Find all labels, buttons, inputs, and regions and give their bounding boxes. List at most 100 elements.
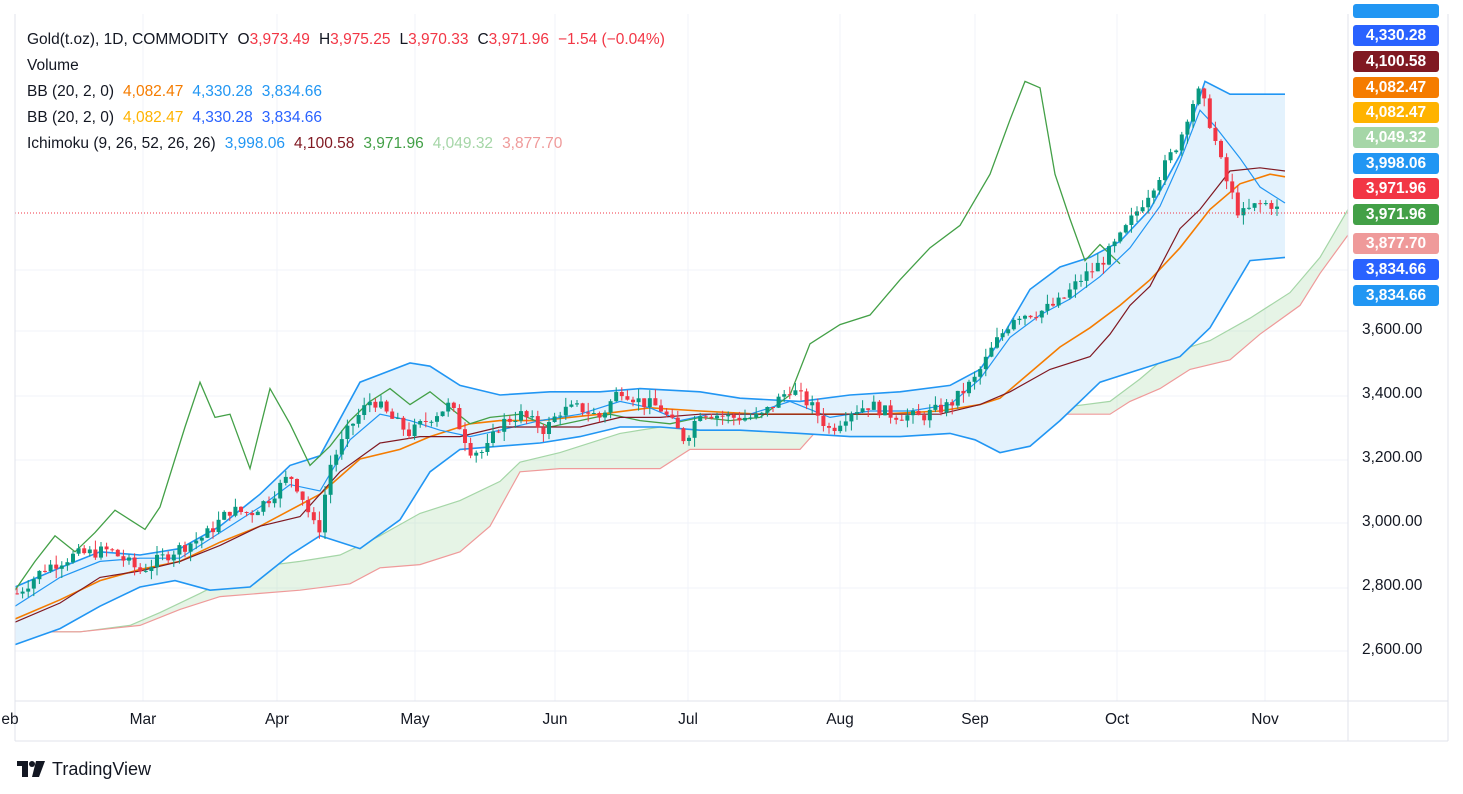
candle-up xyxy=(883,405,887,416)
candle-up xyxy=(1151,190,1156,198)
candle-up xyxy=(871,401,876,410)
candle-up xyxy=(1107,246,1111,265)
candle-up xyxy=(978,369,983,377)
candle-up xyxy=(1191,104,1195,122)
kijun-line xyxy=(14,167,1286,623)
candle-down xyxy=(267,501,271,504)
candle-down xyxy=(1213,127,1218,141)
open-value: 3,973.49 xyxy=(249,31,310,48)
candle-up xyxy=(171,554,176,561)
candle-down xyxy=(664,411,669,415)
candle-up xyxy=(1045,303,1050,311)
bb-lower-line xyxy=(14,256,1286,646)
candle-up xyxy=(446,402,451,412)
candle-up xyxy=(351,423,355,426)
candle-up xyxy=(222,511,227,520)
candle-down xyxy=(1219,140,1223,158)
candle-up xyxy=(1179,134,1184,151)
candle-down xyxy=(1034,317,1039,319)
candle-up xyxy=(614,392,619,402)
candle-down xyxy=(619,392,624,397)
candle-up xyxy=(412,424,417,436)
candle-up xyxy=(334,454,339,465)
candle-up xyxy=(905,415,910,421)
candle-up xyxy=(1196,88,1201,105)
time-axis-label: Mar xyxy=(129,711,157,728)
bb-basis-line xyxy=(14,173,1286,620)
candle-up xyxy=(160,554,165,556)
candle-up xyxy=(967,381,971,394)
candle-up xyxy=(636,398,641,403)
candle-down xyxy=(670,414,675,418)
candle-up xyxy=(911,410,915,416)
symbol-row[interactable]: Gold(t.oz), 1D, COMMODITY O3,973.49 H3,975… xyxy=(27,27,665,53)
candlesticks xyxy=(15,86,1279,599)
candle-up xyxy=(715,415,719,419)
price-badge: 3,834.66 xyxy=(1353,259,1439,280)
candle-up xyxy=(339,439,344,455)
candle-down xyxy=(457,408,462,430)
ichimoku-row[interactable]: Ichimoku (9, 26, 52, 26, 26) 3,998.06 4,10… xyxy=(27,131,665,157)
candle-down xyxy=(675,417,680,429)
candle-down xyxy=(737,417,742,421)
candle-down xyxy=(541,427,546,434)
candle-up xyxy=(591,413,596,414)
candle-down xyxy=(1202,88,1207,99)
candle-up xyxy=(765,407,770,413)
candle-up xyxy=(855,412,859,414)
candle-down xyxy=(54,564,59,569)
candle-down xyxy=(250,513,255,516)
candle-up xyxy=(692,421,697,438)
candle-up xyxy=(995,337,999,348)
candle-up xyxy=(71,553,75,563)
candle-down xyxy=(922,415,927,421)
candle-down xyxy=(681,428,686,442)
time-axis-label: Oct xyxy=(1104,711,1130,728)
candle-up xyxy=(233,506,238,516)
candle-down xyxy=(580,403,585,413)
candle-down xyxy=(43,570,47,572)
ichimoku-span-b: 3,877.70 xyxy=(502,135,563,152)
candle-up xyxy=(26,588,31,592)
candle-down xyxy=(166,554,171,561)
close-value: 3,971.96 xyxy=(488,31,549,48)
candle-up xyxy=(552,416,557,422)
candle-up xyxy=(155,554,159,568)
candle-up xyxy=(205,528,210,538)
tradingview-icon xyxy=(17,761,45,777)
candle-up xyxy=(1123,225,1128,233)
ichimoku-name: Ichimoku (9, 26, 52, 26, 26) xyxy=(27,135,216,152)
candle-up xyxy=(843,421,848,426)
candle-up xyxy=(261,501,266,512)
candle-up xyxy=(1039,310,1044,318)
tradingview-logo[interactable]: TradingView xyxy=(17,757,151,781)
price-badge: 4,049.32 xyxy=(1353,127,1439,148)
candle-down xyxy=(815,402,820,416)
bb2-lower: 3,834.66 xyxy=(261,109,323,126)
candle-down xyxy=(916,410,921,416)
bb1-row[interactable]: BB (20, 2, 0) 4,082.47 4,330.28 3,834.66 xyxy=(27,79,665,105)
close-label: C xyxy=(477,31,489,48)
bb2-row[interactable]: BB (20, 2, 0) 4,082.47 4,330.28 3,834.66 xyxy=(27,105,665,131)
candle-up xyxy=(255,511,260,516)
candle-up xyxy=(1023,315,1027,319)
candle-down xyxy=(804,391,809,406)
bb1-name: BB (20, 2, 0) xyxy=(27,83,115,100)
bb1-upper: 4,330.28 xyxy=(192,83,253,100)
candle-down xyxy=(888,405,893,418)
candle-up xyxy=(547,422,551,434)
candle-down xyxy=(93,549,98,558)
candle-down xyxy=(821,415,826,426)
candle-up xyxy=(972,376,977,382)
candle-down xyxy=(468,443,473,456)
ichimoku-conversion: 3,998.06 xyxy=(224,135,286,152)
candle-down xyxy=(110,549,115,551)
candle-up xyxy=(933,404,938,410)
candle-up xyxy=(1247,207,1251,209)
candle-down xyxy=(423,421,428,422)
candle-down xyxy=(771,407,775,408)
volume-row[interactable]: Volume xyxy=(27,53,665,79)
candle-up xyxy=(395,417,400,419)
candle-up xyxy=(944,402,949,413)
